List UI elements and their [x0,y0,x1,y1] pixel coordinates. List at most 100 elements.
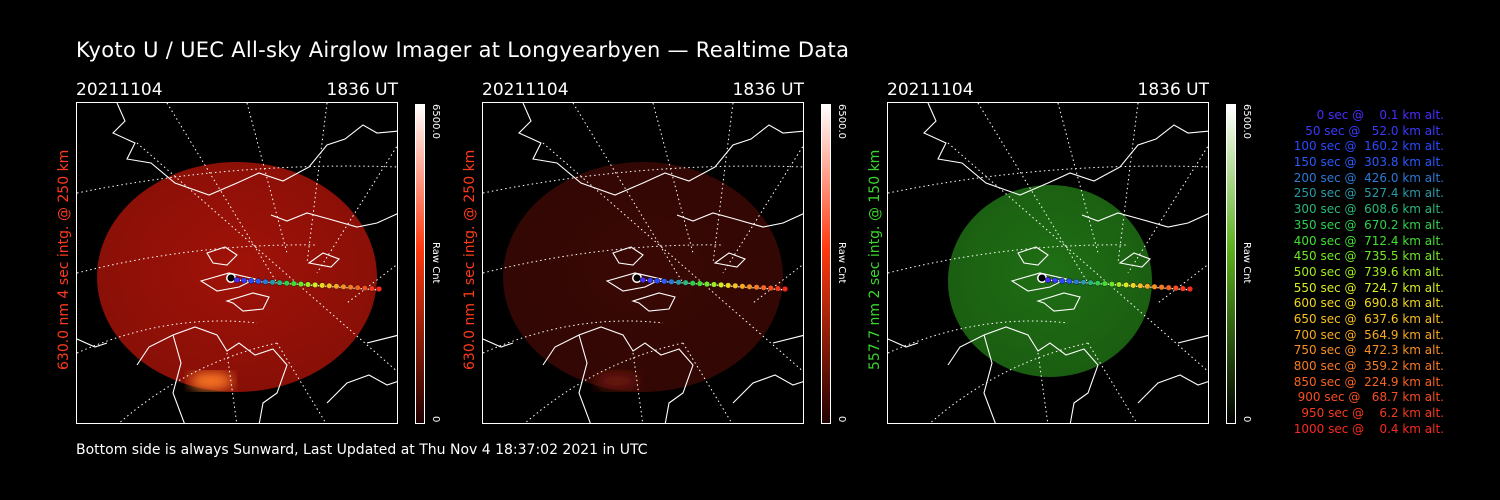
trajectory-point [1080,279,1087,286]
allsky-image [887,102,1209,424]
panel-time: 1836 UT [1137,80,1210,100]
legend-row: 150 sec @ 303.8 km alt. [1289,155,1444,170]
panel-time: 1836 UT [732,80,805,100]
legend-row: 950 sec @ 6.2 km alt. [1297,406,1444,421]
allsky-image [482,102,804,424]
trajectory-point [297,281,304,288]
trajectory-point [361,285,368,292]
trajectory-point [1073,278,1080,285]
panel-ylabel: 630.0 nm 1 sec intg. @ 250 km [462,149,478,370]
trajectory-point [1130,282,1137,289]
trajectory-point [1172,285,1179,292]
grid-lines [888,103,1208,423]
trajectory-point [782,285,789,292]
legend-row: 400 sec @ 712.4 km alt. [1289,233,1444,248]
panel-557nm-2sec: 20211104 1836 UT 557.7 nm 2 sec intg. @ … [867,80,1307,430]
aurora-patch [595,372,639,390]
panel-date: 20211104 [482,80,569,100]
airglow-disk [503,162,783,392]
panel-time: 1836 UT [326,80,399,100]
trajectory-point [760,284,767,291]
trajectory-point [312,281,319,288]
trajectory-point [732,282,739,289]
colorbar [415,104,425,424]
panel-ylabel: 630.0 nm 4 sec intg. @ 250 km [56,149,72,370]
trajectory-point [1144,283,1151,290]
trajectory-point [1151,283,1158,290]
trajectory-point [233,276,240,283]
legend-row: 200 sec @ 426.0 km alt. [1289,170,1444,185]
trajectory-point [1044,276,1051,283]
trajectory-point [1066,278,1073,285]
legend-row: 900 sec @ 68.7 km alt. [1293,390,1444,405]
legend-row: 850 sec @ 224.9 km alt. [1289,374,1444,389]
trajectory-point [753,284,760,291]
coastline [888,103,1208,423]
trajectory-point [304,281,311,288]
trajectory-point [703,281,710,288]
trajectory-point [739,283,746,290]
trajectory-point [767,285,774,292]
legend-row: 500 sec @ 739.6 km alt. [1289,264,1444,279]
allsky-image [76,102,398,424]
panel-630nm-1sec: 20211104 1836 UT 630.0 nm 1 sec intg. @ … [462,80,902,430]
trajectory-point [647,277,654,284]
trajectory-point [1052,277,1059,284]
trajectory-point [689,280,696,287]
colorbar-unit-label: Raw Cnt [1241,242,1252,284]
coastline [483,103,803,423]
colorbar-min-label: 0 [1241,416,1252,423]
trajectory-point [774,285,781,292]
trajectory-point [248,277,255,284]
legend-row: 800 sec @ 359.2 km alt. [1289,359,1444,373]
trajectory-point [675,279,682,286]
trajectory-point [333,283,340,290]
trajectory-point [340,283,347,290]
trajectory-point [347,284,354,291]
colorbar-unit-label: Raw Cnt [836,242,847,284]
grid-lines [483,103,803,423]
footer-note: Bottom side is always Sunward, Last Upda… [76,442,648,458]
legend-row: 700 sec @ 564.9 km alt. [1289,327,1444,342]
trajectory-point [269,279,276,286]
trajectory-point [710,281,717,288]
coastline [77,103,397,423]
trajectory-point [326,282,333,289]
legend-row: 300 sec @ 608.6 km alt. [1289,202,1444,217]
panel-date: 20211104 [887,80,974,100]
trajectory-point [319,282,326,289]
trajectory-point [1059,277,1066,284]
colorbar [1226,104,1236,424]
trajectory-point [1108,281,1115,288]
colorbar-max-label: 6500.0 [836,104,847,139]
trajectory-point [1123,281,1130,288]
trajectory-point [368,285,375,292]
trajectory-point [262,278,269,285]
trajectory-point [241,277,248,284]
colorbar-min-label: 0 [430,416,441,423]
colorbar [821,104,831,424]
trajectory-point [661,278,668,285]
trajectory-point [1165,284,1172,291]
trajectory-point [1187,285,1194,292]
colorbar-max-label: 6500.0 [1241,104,1252,139]
legend-row: 250 sec @ 527.4 km alt. [1289,186,1444,201]
aurora-patch [189,372,233,390]
trajectory-point [255,278,262,285]
trajectory-point [283,280,290,287]
trajectory-point [682,279,689,286]
trajectory-point [718,281,725,288]
panel-630nm-4sec: 20211104 1836 UT 630.0 nm 4 sec intg. @ … [56,80,496,430]
legend-row: 450 sec @ 735.5 km alt. [1289,249,1444,264]
trajectory-point [1094,280,1101,287]
trajectory-point [696,280,703,287]
trajectory-point [639,276,646,283]
legend-row: 600 sec @ 690.8 km alt. [1289,296,1444,311]
trajectory-point [668,278,675,285]
trajectory-point [354,284,361,291]
panel-ylabel: 557.7 nm 2 sec intg. @ 150 km [867,149,883,370]
colorbar-max-label: 6500.0 [430,104,441,139]
trajectory-point [1087,279,1094,286]
airglow-disk [97,162,377,392]
trajectory-point [1137,282,1144,289]
